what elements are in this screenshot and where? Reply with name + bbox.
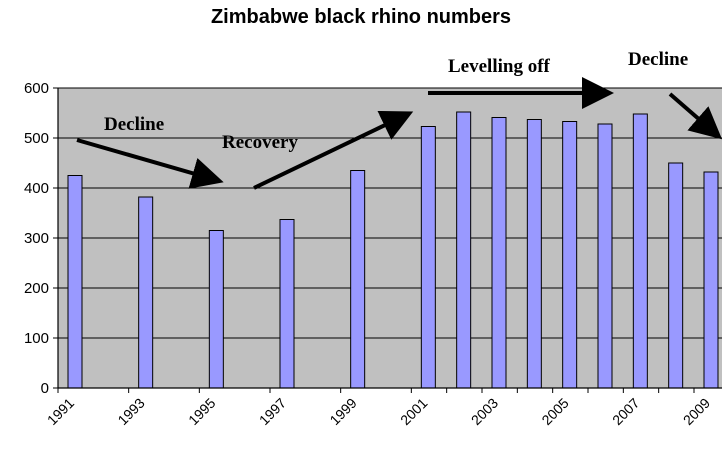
annotation-arrow bbox=[668, 92, 722, 140]
y-tick-label: 500 bbox=[24, 130, 49, 147]
bar-1991 bbox=[67, 175, 83, 389]
x-tick-label: 2007 bbox=[609, 395, 642, 428]
x-tick-label: 1991 bbox=[44, 395, 77, 428]
x-tick-label: 2005 bbox=[538, 395, 571, 428]
annotation-decline-label: Decline bbox=[104, 114, 164, 135]
bars bbox=[67, 111, 719, 389]
annotation-decline-label: Decline bbox=[628, 49, 688, 70]
x-tick-label: 1999 bbox=[326, 395, 359, 428]
annotation-arrow bbox=[253, 110, 414, 190]
bar-2007 bbox=[632, 113, 648, 389]
y-tick-label: 0 bbox=[41, 380, 49, 397]
y-tick-label: 100 bbox=[24, 330, 49, 347]
axes bbox=[53, 87, 722, 393]
bar-2006 bbox=[597, 123, 613, 389]
bar-2004 bbox=[526, 119, 542, 389]
annotations: Decline Recovery Levelling off Decline bbox=[76, 49, 722, 190]
bar-2002 bbox=[456, 111, 472, 389]
bar-2005 bbox=[562, 121, 578, 389]
y-tick-label: 200 bbox=[24, 280, 49, 297]
x-tick-label: 1997 bbox=[256, 395, 289, 428]
bar-2001 bbox=[420, 126, 436, 389]
y-tick-label: 600 bbox=[24, 80, 49, 97]
x-tick-label: 1993 bbox=[114, 395, 147, 428]
bar-2008 bbox=[668, 162, 684, 389]
annotation-recovery-label: Recovery bbox=[222, 132, 298, 153]
y-tick-labels: 0 100 200 300 400 500 600 bbox=[24, 80, 49, 397]
annotation-levelling-off-label: Levelling off bbox=[448, 56, 551, 77]
bar-1993 bbox=[138, 196, 154, 389]
bar-1999 bbox=[350, 170, 366, 389]
x-tick-labels: 1991 1993 1995 1997 1999 2001 2003 2005 2007 2009 bbox=[44, 395, 713, 428]
x-tick-label: 2003 bbox=[468, 395, 501, 428]
annotation-arrow bbox=[76, 138, 224, 189]
chart-title: Zimbabwe black rhino numbers bbox=[210, 6, 512, 28]
x-tick-label: 2009 bbox=[680, 395, 713, 428]
y-tick-label: 400 bbox=[24, 180, 49, 197]
bar-2009 bbox=[703, 171, 719, 389]
x-tick-label: 1995 bbox=[185, 395, 218, 428]
y-tick-label: 300 bbox=[24, 230, 49, 247]
x-tick-label: 2001 bbox=[397, 395, 430, 428]
bar-1995 bbox=[208, 230, 224, 389]
bar-1997 bbox=[279, 219, 295, 389]
bar-2003 bbox=[491, 117, 507, 389]
